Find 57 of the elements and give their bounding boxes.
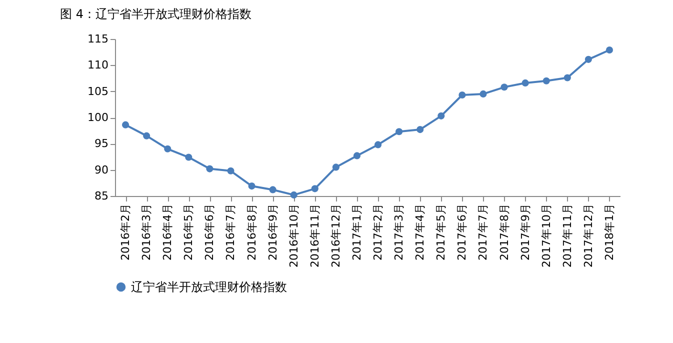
- y-tick-label: 115: [88, 32, 108, 46]
- x-tick-label: 2016年6月: [203, 204, 216, 260]
- point: [164, 145, 172, 152]
- point: [269, 186, 276, 194]
- x-tick-label: 2017年1月: [350, 204, 364, 260]
- point: [227, 167, 234, 174]
- x-tick-label: 2017年8月: [498, 204, 511, 260]
- x-tick-label: 2016年2月: [119, 204, 132, 260]
- x-tick-label: 2016年3月: [140, 204, 154, 260]
- point: [416, 126, 424, 134]
- x-tick-label: 2017年9月: [518, 204, 532, 260]
- y-tick-label: 95: [94, 137, 108, 150]
- point: [606, 46, 614, 54]
- point: [311, 185, 318, 192]
- x-tick-label: 2017年2月: [372, 204, 385, 260]
- point: [458, 91, 466, 99]
- point: [290, 191, 298, 198]
- x-tick-label: 2016年9月: [266, 204, 280, 260]
- x-tick-label: 2016年8月: [245, 204, 258, 260]
- x-tick-label: 2016年11月: [308, 204, 322, 268]
- x-tick-label: 2017年3月: [392, 204, 406, 260]
- x-tick-label: 2016年4月: [161, 204, 174, 260]
- point: [374, 141, 382, 148]
- x-tick-label: 2016年10月: [287, 204, 300, 268]
- y-tick-label: 100: [88, 111, 108, 124]
- point: [332, 164, 340, 171]
- point: [542, 77, 550, 84]
- point: [438, 112, 445, 120]
- point: [185, 154, 192, 161]
- y-tick-label: 90: [94, 163, 108, 176]
- y-tick-label: 85: [94, 190, 108, 202]
- x-tick-label: 2017年6月: [456, 204, 469, 260]
- x-tick-label: 2017年12月: [582, 204, 595, 268]
- point: [353, 152, 361, 160]
- y-tick-label: 105: [88, 84, 108, 98]
- point: [564, 74, 571, 82]
- point: [500, 84, 508, 91]
- x-tick-label: 2016年5月: [182, 204, 196, 260]
- x-tick-label: 2017年10月: [540, 204, 553, 268]
- point: [522, 79, 529, 86]
- x-tick-label: 2016年12月: [329, 204, 342, 268]
- x-tick-label: 2017年4月: [414, 204, 427, 260]
- y-tick-label: 110: [88, 58, 108, 72]
- point: [143, 132, 150, 140]
- point: [584, 56, 592, 63]
- x-tick-label: 2018年1月: [602, 204, 616, 260]
- point: [248, 182, 256, 190]
- point: [480, 90, 487, 98]
- point: [206, 165, 214, 172]
- point: [396, 128, 403, 136]
- x-tick-label: 2017年7月: [476, 204, 490, 260]
- legend-label: 辽宁省半开放式理财价格指数: [131, 280, 287, 294]
- x-tick-label: 2017年11月: [560, 204, 574, 268]
- x-tick-label: 2016年7月: [224, 204, 238, 260]
- point: [122, 121, 130, 128]
- chart-title: 图 4：辽宁省半开放式理财价格指数: [60, 7, 252, 21]
- x-tick-label: 2017年5月: [434, 204, 448, 260]
